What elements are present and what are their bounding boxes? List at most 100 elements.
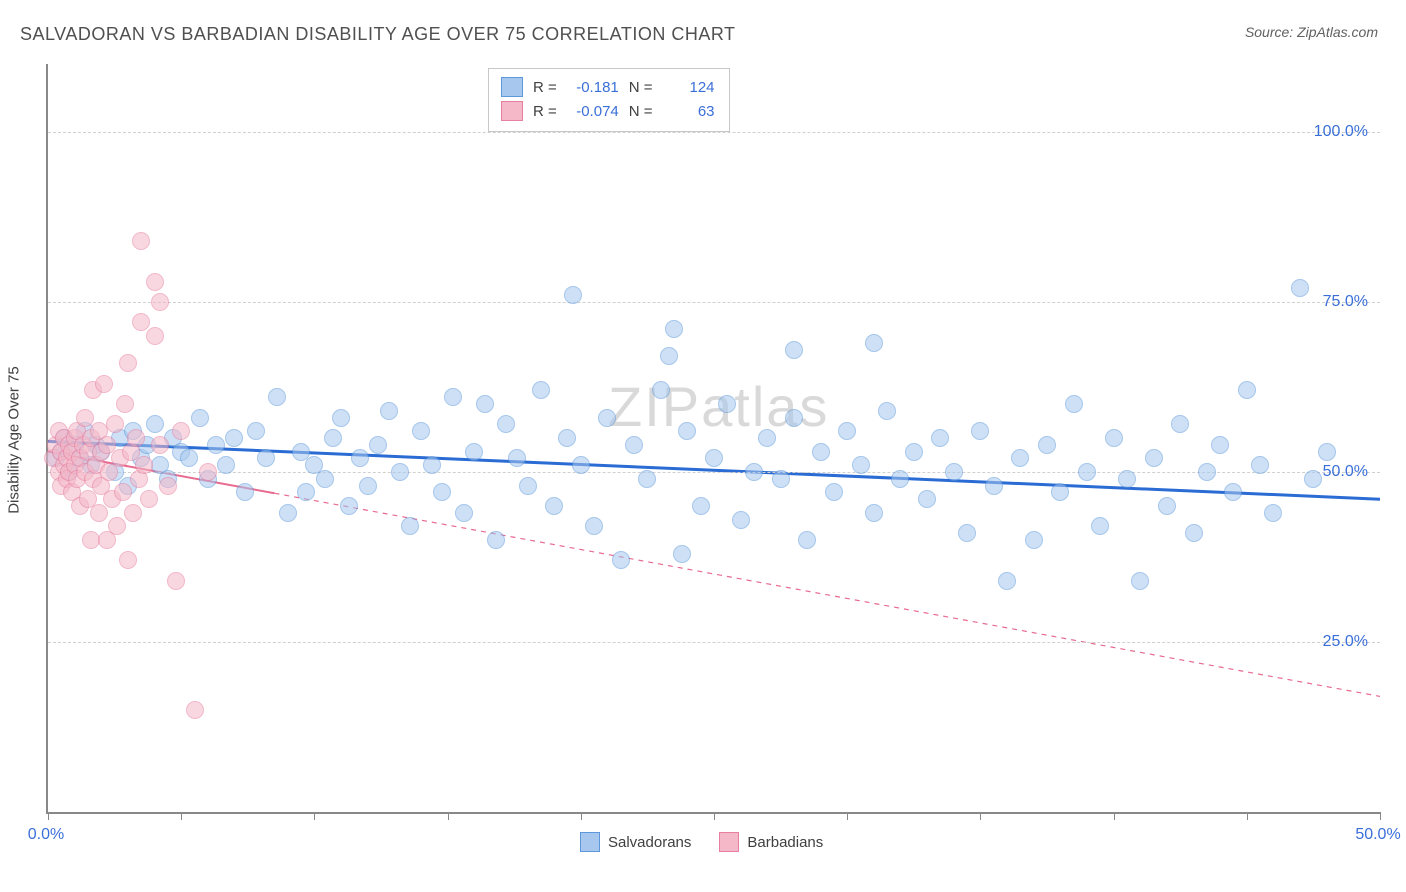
scatter-point [191, 409, 209, 427]
stats-n-label-1: N = [629, 79, 653, 96]
gridline-h [48, 302, 1380, 303]
scatter-point [745, 463, 763, 481]
scatter-point [146, 415, 164, 433]
scatter-point [1025, 531, 1043, 549]
scatter-point [146, 273, 164, 291]
gridline-h [48, 132, 1380, 133]
scatter-point [945, 463, 963, 481]
x-tick [581, 812, 582, 820]
scatter-point [585, 517, 603, 535]
scatter-point [508, 449, 526, 467]
scatter-point [465, 443, 483, 461]
scatter-point [1038, 436, 1056, 454]
scatter-point [572, 456, 590, 474]
scatter-point [124, 504, 142, 522]
scatter-point [487, 531, 505, 549]
scatter-point [159, 477, 177, 495]
scatter-point [135, 456, 153, 474]
stats-n-value-1: 124 [663, 79, 715, 96]
chart-title: SALVADORAN VS BARBADIAN DISABILITY AGE O… [20, 24, 736, 45]
y-axis-label: Disability Age Over 75 [6, 366, 23, 514]
scatter-point [732, 511, 750, 529]
scatter-point [931, 429, 949, 447]
scatter-point [1131, 572, 1149, 590]
scatter-point [564, 286, 582, 304]
scatter-point [1051, 483, 1069, 501]
scatter-point [423, 456, 441, 474]
scatter-point [678, 422, 696, 440]
scatter-point [455, 504, 473, 522]
scatter-point [180, 449, 198, 467]
x-tick [181, 812, 182, 820]
scatter-point [324, 429, 342, 447]
scatter-point [1171, 415, 1189, 433]
scatter-point [116, 395, 134, 413]
scatter-point [380, 402, 398, 420]
scatter-point [558, 429, 576, 447]
scatter-point [718, 395, 736, 413]
y-tick-label: 25.0% [1323, 633, 1368, 651]
scatter-point [207, 436, 225, 454]
scatter-point [545, 497, 563, 515]
scatter-point [905, 443, 923, 461]
scatter-point [665, 320, 683, 338]
scatter-point [918, 490, 936, 508]
scatter-point [971, 422, 989, 440]
legend-item-barbadians: Barbadians [719, 832, 823, 852]
scatter-point [114, 483, 132, 501]
bottom-legend: Salvadorans Barbadians [580, 832, 823, 852]
x-tick [314, 812, 315, 820]
scatter-point [758, 429, 776, 447]
scatter-point [598, 409, 616, 427]
scatter-point [519, 477, 537, 495]
scatter-point [772, 470, 790, 488]
scatter-point [497, 415, 515, 433]
scatter-point [146, 327, 164, 345]
legend-label-barbadians: Barbadians [747, 834, 823, 851]
scatter-point [660, 347, 678, 365]
scatter-point [1251, 456, 1269, 474]
scatter-point [90, 504, 108, 522]
scatter-point [865, 504, 883, 522]
x-tick-label: 50.0% [1355, 826, 1400, 844]
y-tick-label: 100.0% [1314, 123, 1368, 141]
stats-swatch-1 [501, 77, 523, 97]
scatter-point [140, 490, 158, 508]
scatter-point [95, 375, 113, 393]
legend-item-salvadorans: Salvadorans [580, 832, 691, 852]
scatter-point [247, 422, 265, 440]
scatter-point [1158, 497, 1176, 515]
scatter-point [812, 443, 830, 461]
scatter-point [1078, 463, 1096, 481]
scatter-point [332, 409, 350, 427]
scatter-point [132, 232, 150, 250]
scatter-point [444, 388, 462, 406]
scatter-point [865, 334, 883, 352]
stats-row-2: R = -0.074 N = 63 [501, 99, 715, 123]
stats-r-value-2: -0.074 [567, 103, 619, 120]
scatter-point [838, 422, 856, 440]
scatter-point [705, 449, 723, 467]
scatter-point [127, 429, 145, 447]
scatter-point [998, 572, 1016, 590]
x-tick [448, 812, 449, 820]
scatter-point [1224, 483, 1242, 501]
stats-n-label-2: N = [629, 103, 653, 120]
scatter-point [1291, 279, 1309, 297]
scatter-point [106, 415, 124, 433]
scatter-point [1185, 524, 1203, 542]
scatter-point [279, 504, 297, 522]
scatter-point [257, 449, 275, 467]
scatter-point [199, 463, 217, 481]
y-tick-label: 75.0% [1323, 293, 1368, 311]
gridline-h [48, 642, 1380, 643]
scatter-point [108, 517, 126, 535]
scatter-point [340, 497, 358, 515]
scatter-point [167, 572, 185, 590]
scatter-point [625, 436, 643, 454]
scatter-point [172, 422, 190, 440]
scatter-point [236, 483, 254, 501]
scatter-point [316, 470, 334, 488]
stats-swatch-2 [501, 101, 523, 121]
stats-row-1: R = -0.181 N = 124 [501, 75, 715, 99]
